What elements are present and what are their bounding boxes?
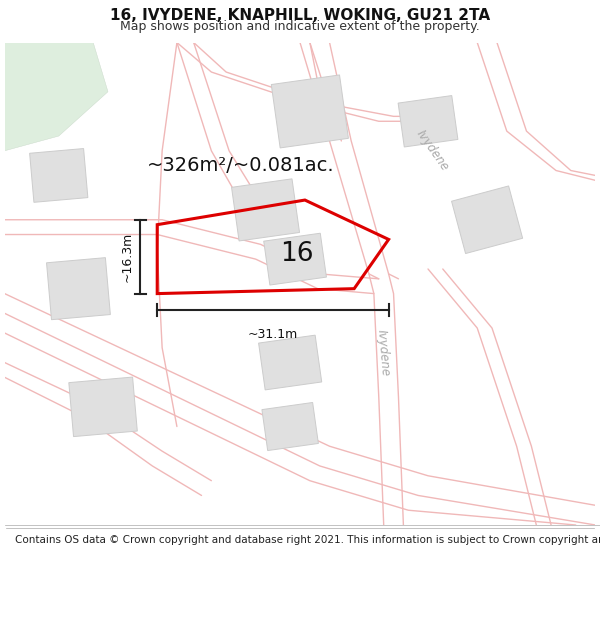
Polygon shape xyxy=(29,149,88,202)
Polygon shape xyxy=(262,402,319,451)
Text: Contains OS data © Crown copyright and database right 2021. This information is : Contains OS data © Crown copyright and d… xyxy=(15,535,600,545)
Text: ~31.1m: ~31.1m xyxy=(248,328,298,341)
Text: Map shows position and indicative extent of the property.: Map shows position and indicative extent… xyxy=(120,20,480,33)
Text: ~16.3m: ~16.3m xyxy=(120,231,133,282)
Text: Ivydene: Ivydene xyxy=(375,329,392,377)
Text: Ivydene: Ivydene xyxy=(414,128,452,174)
Polygon shape xyxy=(264,233,326,285)
Text: 16: 16 xyxy=(280,241,314,268)
Polygon shape xyxy=(47,258,110,320)
Polygon shape xyxy=(5,42,108,151)
Polygon shape xyxy=(271,75,349,148)
Text: 16, IVYDENE, KNAPHILL, WOKING, GU21 2TA: 16, IVYDENE, KNAPHILL, WOKING, GU21 2TA xyxy=(110,9,490,24)
Polygon shape xyxy=(69,377,137,437)
Polygon shape xyxy=(232,179,299,241)
Polygon shape xyxy=(398,96,458,147)
Polygon shape xyxy=(452,186,523,254)
Polygon shape xyxy=(259,335,322,390)
Text: ~326m²/~0.081ac.: ~326m²/~0.081ac. xyxy=(147,156,335,175)
